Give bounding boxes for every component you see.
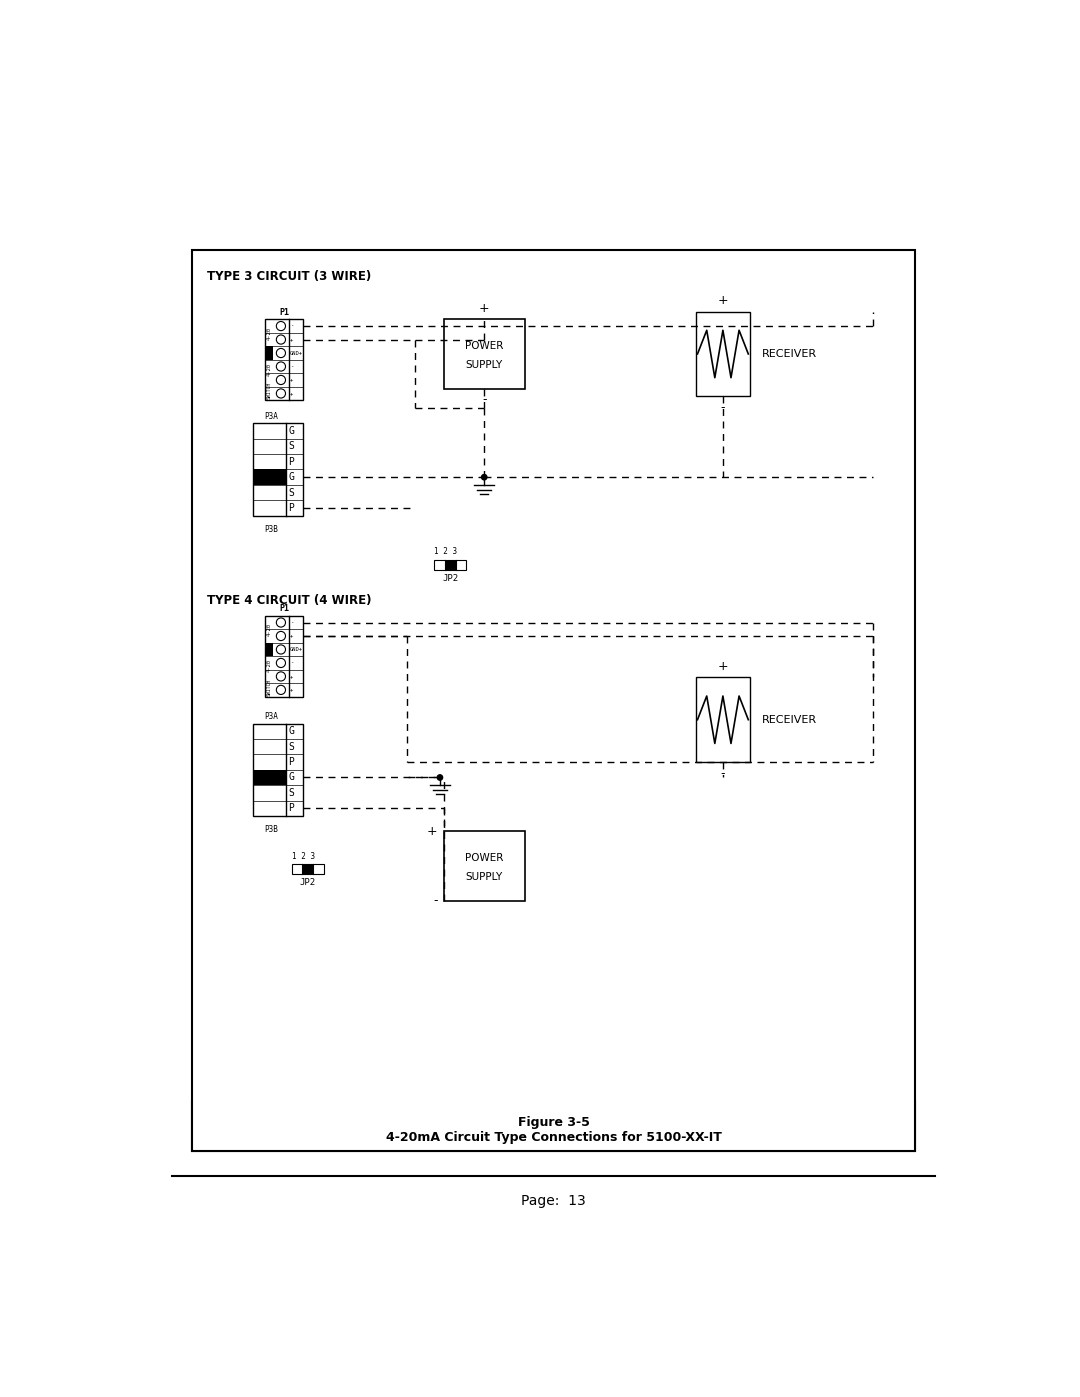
FancyBboxPatch shape — [444, 320, 525, 388]
Text: GND+: GND+ — [291, 647, 303, 652]
Text: SUPPLY: SUPPLY — [465, 872, 503, 882]
Text: P3B: P3B — [264, 525, 278, 534]
FancyBboxPatch shape — [265, 616, 303, 697]
FancyBboxPatch shape — [444, 831, 525, 901]
Text: +: + — [478, 302, 489, 314]
Text: G: G — [288, 426, 294, 436]
Text: G: G — [288, 726, 294, 736]
Text: -: - — [433, 894, 437, 907]
Text: 1 2 3: 1 2 3 — [292, 852, 315, 861]
Text: SWITCH: SWITCH — [267, 679, 271, 696]
FancyBboxPatch shape — [265, 346, 273, 360]
FancyBboxPatch shape — [253, 724, 303, 816]
Text: GND+: GND+ — [291, 351, 303, 355]
Text: JP2: JP2 — [442, 574, 458, 583]
Text: 4-20mA Circuit Type Connections for 5100-XX-IT: 4-20mA Circuit Type Connections for 5100… — [386, 1132, 721, 1144]
Text: P1: P1 — [279, 307, 289, 317]
Text: S: S — [288, 488, 294, 497]
Text: G: G — [288, 472, 294, 482]
Text: P3A: P3A — [264, 412, 278, 420]
Circle shape — [437, 775, 443, 780]
Text: P: P — [288, 503, 294, 513]
Text: P1: P1 — [279, 605, 289, 613]
Text: POWER: POWER — [465, 341, 503, 351]
FancyBboxPatch shape — [265, 643, 273, 657]
Text: 4-20: 4-20 — [267, 623, 271, 636]
Text: +: + — [717, 659, 728, 673]
Text: TYPE 3 CIRCUIT (3 WIRE): TYPE 3 CIRCUIT (3 WIRE) — [207, 271, 372, 284]
Text: -: - — [291, 324, 294, 328]
FancyBboxPatch shape — [434, 560, 467, 570]
Text: P3B: P3B — [264, 826, 278, 834]
Text: +: + — [291, 391, 294, 395]
Text: 4-20: 4-20 — [267, 659, 271, 672]
FancyBboxPatch shape — [445, 560, 456, 570]
Text: SWITCH: SWITCH — [267, 381, 271, 400]
Text: +: + — [717, 293, 728, 307]
FancyBboxPatch shape — [696, 678, 750, 763]
Text: 4-20: 4-20 — [267, 363, 271, 376]
Text: +: + — [291, 377, 294, 383]
FancyBboxPatch shape — [696, 312, 750, 397]
Text: P3A: P3A — [264, 712, 278, 721]
FancyBboxPatch shape — [302, 865, 313, 873]
FancyBboxPatch shape — [253, 469, 286, 485]
Circle shape — [482, 475, 487, 481]
Text: S: S — [288, 788, 294, 798]
Text: Figure 3-5: Figure 3-5 — [517, 1116, 590, 1129]
Text: -: - — [482, 393, 486, 407]
Text: +: + — [291, 687, 294, 693]
Text: -: - — [291, 620, 294, 624]
Text: RECEIVER: RECEIVER — [761, 349, 816, 359]
Text: RECEIVER: RECEIVER — [761, 715, 816, 725]
Text: 4-20: 4-20 — [267, 327, 271, 339]
FancyBboxPatch shape — [292, 865, 324, 873]
Text: S: S — [288, 441, 294, 451]
Text: +: + — [427, 824, 437, 838]
Text: POWER: POWER — [465, 854, 503, 863]
Text: 1 2 3: 1 2 3 — [434, 548, 457, 556]
Text: P: P — [288, 803, 294, 813]
Text: S: S — [288, 742, 294, 752]
FancyBboxPatch shape — [191, 250, 916, 1151]
Text: P: P — [288, 757, 294, 767]
Text: Page:  13: Page: 13 — [522, 1194, 585, 1208]
Text: -: - — [720, 767, 725, 780]
Text: +: + — [291, 633, 294, 638]
Text: TYPE 4 CIRCUIT (4 WIRE): TYPE 4 CIRCUIT (4 WIRE) — [207, 594, 372, 606]
FancyBboxPatch shape — [265, 320, 303, 400]
Text: G: G — [288, 773, 294, 782]
Text: SUPPLY: SUPPLY — [465, 360, 503, 370]
FancyBboxPatch shape — [253, 770, 286, 785]
Text: +: + — [291, 673, 294, 679]
Text: P: P — [288, 457, 294, 467]
Text: -: - — [720, 401, 725, 414]
Text: +: + — [291, 337, 294, 342]
FancyBboxPatch shape — [191, 1101, 916, 1151]
FancyBboxPatch shape — [253, 423, 303, 515]
Text: -: - — [291, 365, 294, 369]
Text: -: - — [291, 661, 294, 665]
Text: JP2: JP2 — [300, 879, 316, 887]
